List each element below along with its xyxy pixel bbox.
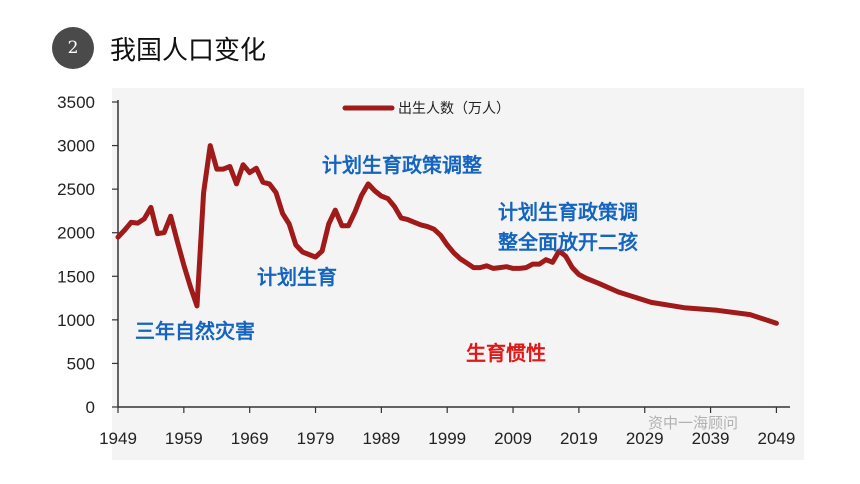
x-tick-label: 2039 — [692, 429, 730, 448]
series-line-births — [115, 143, 779, 326]
chart-panel — [112, 88, 804, 460]
x-tick-label: 1979 — [297, 429, 335, 448]
y-tick-label: 3000 — [57, 137, 95, 156]
x-tick-label: 1999 — [428, 429, 466, 448]
y-tick-label: 2000 — [57, 224, 95, 243]
x-tick-label: 1969 — [231, 429, 269, 448]
legend-label: 出生人数（万人） — [398, 101, 510, 117]
annotation-label: 三年自然灾害 — [135, 319, 255, 343]
y-tick-label: 1500 — [57, 267, 95, 286]
x-tick-label: 1949 — [99, 429, 137, 448]
x-tick-label: 1959 — [165, 429, 203, 448]
annotation-label: 计划生育政策调整 — [322, 153, 482, 177]
watermark-text: 资中一海顾问 — [648, 414, 738, 432]
x-tick-label: 2049 — [758, 429, 796, 448]
y-tick-label: 0 — [86, 398, 95, 417]
annotation-label: 计划生育 — [257, 265, 337, 289]
section-number-badge: 2 — [52, 27, 94, 69]
x-tick-label: 1989 — [362, 429, 400, 448]
chart-axes — [112, 100, 790, 413]
legend: 出生人数（万人） — [342, 101, 510, 117]
x-tick-label: 2019 — [560, 429, 598, 448]
y-tick-label: 3500 — [57, 93, 95, 112]
y-tick-label: 1000 — [57, 311, 95, 330]
section-header: 2 我国人口变化 — [52, 26, 266, 70]
tick-labels: 0 500 1000 1500 2000 2500 3000 3500 1949 1959 1969… — [57, 93, 795, 448]
annotation-label: 整全面放开二孩 — [497, 230, 638, 254]
page-title: 我国人口变化 — [110, 35, 267, 66]
annotation-label: 计划生育政策调 — [498, 200, 638, 224]
x-tick-label: 2029 — [626, 429, 664, 448]
annotation-label: 生育惯性 — [466, 341, 546, 365]
y-tick-label: 500 — [67, 354, 95, 373]
x-tick-label: 2009 — [494, 429, 532, 448]
y-tick-label: 2500 — [57, 180, 95, 199]
